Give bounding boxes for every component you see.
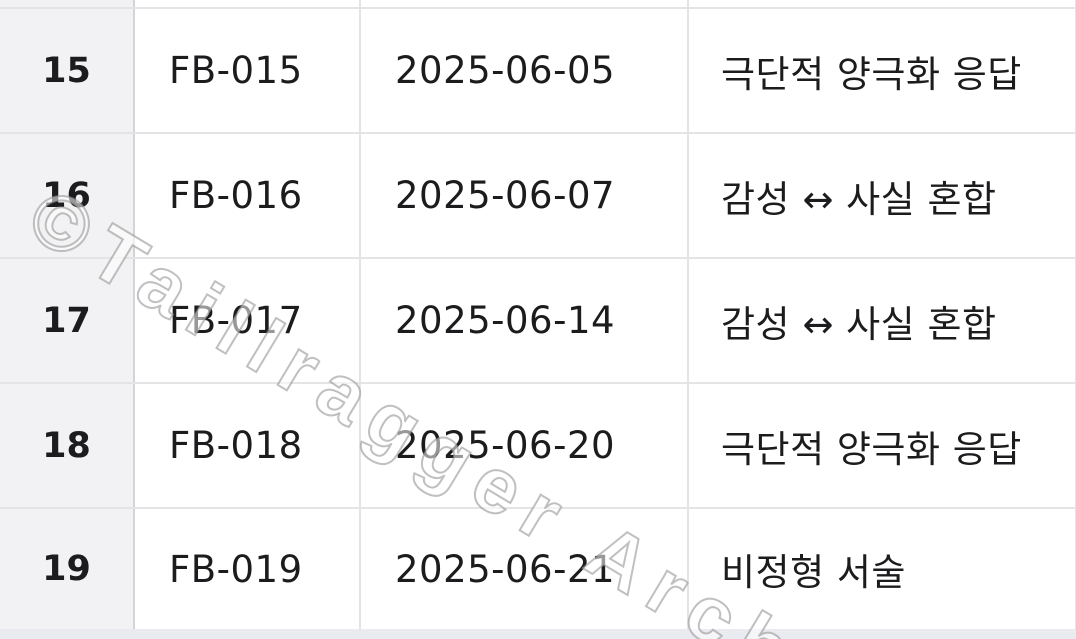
row-number[interactable]: 15 (0, 8, 135, 134)
cell-date[interactable]: 2025-06-20 (360, 383, 689, 509)
row-number[interactable]: 19 (0, 508, 135, 631)
table-row[interactable]: 19 FB-019 2025-06-21 비정형 서술 (0, 508, 1076, 631)
row-number[interactable]: 16 (0, 133, 135, 259)
row-number[interactable]: 18 (0, 383, 135, 509)
cell-type[interactable]: 감성 ↔ 사실 혼합 (688, 133, 1076, 259)
cell-type[interactable]: 극단적 양극화 응답 (688, 383, 1076, 509)
table-row[interactable]: 17 FB-017 2025-06-14 감성 ↔ 사실 혼합 (0, 258, 1076, 384)
table-row[interactable]: 18 FB-018 2025-06-20 극단적 양극화 응답 (0, 383, 1076, 509)
table-row[interactable]: 16 FB-016 2025-06-07 감성 ↔ 사실 혼합 (0, 133, 1076, 259)
table-cell[interactable] (688, 0, 1076, 9)
cell-id[interactable]: FB-018 (134, 383, 361, 509)
cell-date[interactable]: 2025-06-14 (360, 258, 689, 384)
cell-id[interactable]: FB-019 (134, 508, 361, 631)
cell-id[interactable]: FB-016 (134, 133, 361, 259)
row-number[interactable]: 17 (0, 258, 135, 384)
cell-id[interactable]: FB-015 (134, 8, 361, 134)
cell-date[interactable]: 2025-06-07 (360, 133, 689, 259)
cell-date[interactable]: 2025-06-21 (360, 508, 689, 631)
partial-row-above (0, 0, 1076, 9)
table-row[interactable]: 15 FB-015 2025-06-05 극단적 양극화 응답 (0, 8, 1076, 134)
bottom-edge (0, 629, 1076, 639)
cell-id[interactable]: FB-017 (134, 258, 361, 384)
table-cell[interactable] (134, 0, 361, 9)
cell-date[interactable]: 2025-06-05 (360, 8, 689, 134)
cell-type[interactable]: 감성 ↔ 사실 혼합 (688, 258, 1076, 384)
cell-type[interactable]: 극단적 양극화 응답 (688, 8, 1076, 134)
cell-type[interactable]: 비정형 서술 (688, 508, 1076, 631)
table-cell[interactable] (360, 0, 689, 9)
row-header[interactable] (0, 0, 135, 9)
